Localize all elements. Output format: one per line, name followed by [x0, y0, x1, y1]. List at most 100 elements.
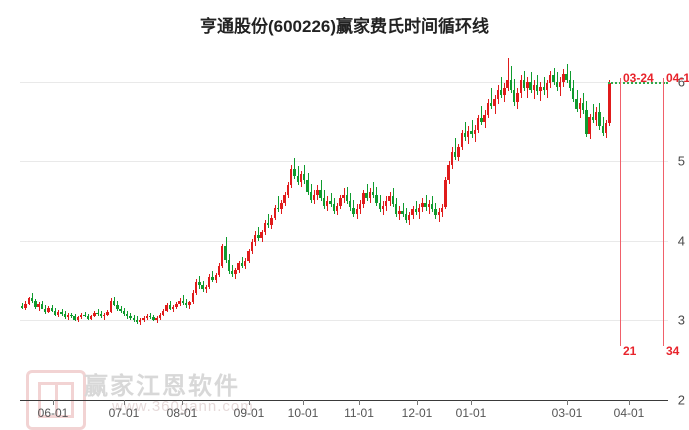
candle-wick — [537, 75, 539, 95]
x-axis-tick-mark — [629, 400, 630, 405]
x-axis-tick-mark — [182, 400, 183, 405]
candle-body — [116, 304, 119, 310]
x-axis-tick-label: 10-01 — [287, 406, 319, 420]
candle-body — [286, 185, 290, 195]
candle-wick — [491, 88, 493, 109]
y-axis-tick-label: 6 — [677, 74, 685, 90]
candle-body — [60, 311, 63, 315]
candle-body — [198, 282, 201, 286]
y-axis-tick-label: 5 — [677, 153, 685, 169]
plot-area — [20, 50, 668, 401]
candle-body — [89, 315, 93, 319]
candle-body — [562, 73, 565, 82]
candle-body — [24, 303, 27, 308]
candle-body — [473, 129, 477, 135]
candle-body — [358, 204, 362, 210]
candle-body — [598, 112, 601, 127]
fib-cycle-date-label: 03-24 — [623, 71, 654, 85]
fib-cycle-count-label: 34 — [666, 344, 680, 358]
candle-body — [371, 191, 375, 195]
candle-body — [293, 169, 296, 176]
candle-wick — [97, 309, 99, 316]
candle-body — [608, 83, 611, 124]
candle-body — [214, 275, 217, 280]
candle-body — [414, 209, 417, 213]
candle-body — [440, 207, 444, 213]
candle-body — [178, 300, 181, 304]
candle-wick — [241, 256, 243, 268]
candle-body — [188, 302, 191, 306]
candle-body — [106, 311, 109, 315]
gridline-4 — [20, 241, 668, 242]
candle-body — [385, 201, 388, 206]
candle-body — [21, 306, 24, 308]
x-axis-tick-label: 12-01 — [401, 406, 433, 420]
candle-body — [542, 86, 545, 90]
candle-body — [135, 320, 139, 323]
candle-body — [129, 316, 132, 319]
candle-body — [201, 285, 204, 290]
candle-body — [263, 222, 267, 233]
candle-body — [381, 205, 385, 210]
candle-body — [132, 318, 135, 321]
candle-body — [375, 194, 378, 203]
candle-body — [227, 260, 231, 272]
x-axis-tick-label: 03-01 — [551, 406, 583, 420]
candle-body — [303, 174, 306, 181]
candle-body — [345, 194, 349, 202]
candle-wick — [507, 57, 509, 92]
candle-body — [493, 99, 496, 106]
candle-body — [122, 310, 126, 315]
candle-body — [240, 263, 244, 266]
candle-wick — [366, 183, 368, 202]
y-axis-tick-label: 3 — [677, 312, 685, 328]
candle-body — [535, 85, 539, 92]
candle-body — [329, 201, 332, 205]
candle-body — [63, 314, 67, 318]
candle-wick — [182, 295, 184, 305]
candle-body — [499, 89, 503, 95]
candle-wick — [415, 201, 417, 216]
gridline-6 — [20, 82, 668, 83]
candle-wick — [566, 64, 568, 84]
candle-body — [112, 300, 116, 305]
candle-wick — [373, 182, 375, 198]
candle-body — [296, 175, 299, 183]
candle-body — [509, 80, 513, 90]
fib-cycle-line-04-10[interactable] — [663, 78, 664, 346]
candle-body — [585, 110, 588, 135]
candle-body — [595, 112, 598, 120]
candle-body — [545, 83, 549, 90]
candle-body — [398, 210, 401, 214]
candle-body — [171, 306, 175, 309]
candle-wick — [297, 166, 299, 186]
candle-body — [352, 207, 355, 214]
price-level-line — [608, 81, 668, 84]
candle-body — [73, 316, 76, 320]
candle-body — [539, 86, 542, 92]
candle-body — [217, 265, 221, 276]
candle-wick — [471, 120, 473, 138]
fib-cycle-line-03-24[interactable] — [620, 78, 621, 346]
candle-body — [470, 131, 473, 135]
candle-body — [368, 191, 372, 198]
x-axis-tick-mark — [53, 400, 54, 405]
candle-body — [319, 190, 322, 198]
candle-body — [565, 73, 568, 81]
x-axis-tick-label: 08-01 — [166, 406, 198, 420]
candle-body — [349, 201, 352, 208]
candle-body — [552, 75, 555, 82]
candle-body — [80, 314, 83, 318]
candle-body — [591, 116, 595, 120]
candle-wick — [330, 193, 332, 208]
candle-body — [289, 169, 293, 186]
candle-body — [362, 193, 365, 205]
candle-body — [207, 276, 211, 288]
candle-wick — [543, 77, 545, 95]
candle-body — [27, 298, 30, 304]
candle-wick — [294, 158, 296, 179]
candle-body — [276, 207, 280, 210]
candle-body — [490, 102, 493, 106]
candle-body — [247, 251, 250, 261]
